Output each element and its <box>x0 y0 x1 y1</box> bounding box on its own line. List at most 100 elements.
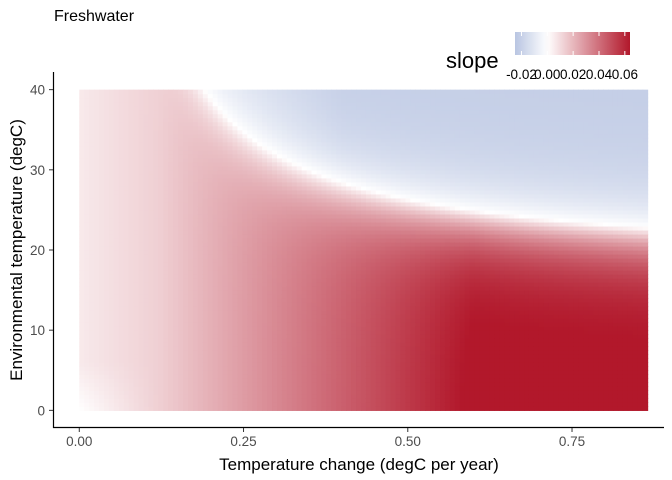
heatmap-cell <box>351 225 357 231</box>
heatmap-cell <box>133 366 140 371</box>
heatmap-cell <box>173 254 179 259</box>
heatmap-cell <box>341 294 347 299</box>
heatmap-cell <box>133 250 140 255</box>
heatmap-cell <box>123 338 130 343</box>
heatmap-cell <box>123 282 130 287</box>
heatmap-cell <box>331 270 337 275</box>
heatmap-cell <box>138 394 145 399</box>
heatmap-cell <box>89 394 95 399</box>
heatmap-cell <box>301 181 308 187</box>
heatmap-cell <box>163 382 169 387</box>
heatmap-cell <box>158 141 164 147</box>
heatmap-cell <box>108 322 115 327</box>
heatmap-cell <box>267 278 273 283</box>
heatmap-cell <box>351 109 357 115</box>
heatmap-cell <box>148 177 154 183</box>
heatmap-cell <box>341 378 347 383</box>
heatmap-cell <box>370 302 377 307</box>
heatmap-cell <box>133 270 140 275</box>
heatmap-cell <box>197 282 204 287</box>
heatmap-cell <box>237 386 243 391</box>
heatmap-cell <box>173 306 179 311</box>
heatmap-cell <box>267 266 273 271</box>
heatmap-cell <box>103 229 110 235</box>
heatmap-cell <box>341 169 347 175</box>
heatmap-cell <box>346 205 352 211</box>
heatmap-cell <box>276 193 283 199</box>
heatmap-cell <box>173 117 179 123</box>
heatmap-cell <box>267 294 273 299</box>
heatmap-cell <box>316 169 323 175</box>
heatmap-cell <box>207 326 214 331</box>
heatmap-cell <box>247 318 253 323</box>
heatmap-cell <box>346 298 352 303</box>
heatmap-cell <box>286 145 293 151</box>
heatmap-cell <box>173 282 179 287</box>
heatmap-cell <box>316 402 323 407</box>
heatmap-cell <box>123 406 130 411</box>
heatmap-cell <box>360 250 367 255</box>
heatmap-cell <box>79 117 85 123</box>
heatmap-cell <box>192 406 199 411</box>
heatmap-cell <box>237 382 243 387</box>
heatmap-cell <box>212 189 219 195</box>
heatmap-cell <box>346 318 352 323</box>
heatmap-cell <box>148 294 154 299</box>
heatmap-cell <box>360 322 367 327</box>
heatmap-cell <box>262 318 268 323</box>
heatmap-cell <box>128 278 135 283</box>
heatmap-cell <box>113 398 120 403</box>
heatmap-cell <box>227 169 234 175</box>
heatmap-cell <box>227 258 234 263</box>
heatmap-cell <box>128 165 135 171</box>
heatmap-cell <box>311 165 318 171</box>
heatmap-cell <box>123 254 130 259</box>
heatmap-cell <box>311 145 318 151</box>
heatmap-cell <box>202 282 209 287</box>
heatmap-cell <box>178 89 184 95</box>
heatmap-cell <box>360 298 367 303</box>
heatmap-cell <box>286 213 293 219</box>
heatmap-cell <box>108 326 115 331</box>
heatmap-cell <box>89 370 95 375</box>
heatmap-cell <box>341 326 347 331</box>
heatmap-cell <box>153 278 159 283</box>
heatmap-cell <box>336 205 342 211</box>
heatmap-cell <box>247 125 253 131</box>
heatmap-cell <box>84 193 90 199</box>
heatmap-cell <box>138 398 145 403</box>
heatmap-cell <box>281 193 288 199</box>
heatmap-cell <box>168 286 174 291</box>
heatmap-cell <box>168 390 174 395</box>
heatmap-cell <box>360 282 367 287</box>
heatmap-cell <box>375 314 382 319</box>
heatmap-cell <box>202 250 209 255</box>
heatmap-cell <box>79 314 85 319</box>
heatmap-cell <box>291 294 298 299</box>
heatmap-cell <box>89 197 95 203</box>
heatmap-cell <box>108 298 115 303</box>
heatmap-cell <box>336 165 342 171</box>
heatmap-cell <box>217 254 224 259</box>
heatmap-cell <box>291 346 298 351</box>
heatmap-cell <box>296 89 303 95</box>
heatmap-cell <box>103 213 110 219</box>
heatmap-cell <box>326 241 332 247</box>
heatmap-cell <box>272 161 278 167</box>
heatmap-cell <box>311 169 318 175</box>
heatmap-cell <box>108 254 115 259</box>
heatmap-cell <box>257 189 263 195</box>
heatmap-cell <box>138 314 145 319</box>
heatmap-cell <box>207 205 214 211</box>
heatmap-cell <box>262 125 268 131</box>
heatmap-cell <box>89 89 95 95</box>
heatmap-cell <box>380 310 387 315</box>
heatmap-cell <box>351 362 357 367</box>
heatmap-cell <box>272 342 278 347</box>
heatmap-cell <box>375 266 382 271</box>
heatmap-cell <box>331 398 337 403</box>
heatmap-cell <box>237 121 243 127</box>
heatmap-cell <box>94 370 100 375</box>
heatmap-cell <box>331 322 337 327</box>
heatmap-cell <box>375 262 382 267</box>
